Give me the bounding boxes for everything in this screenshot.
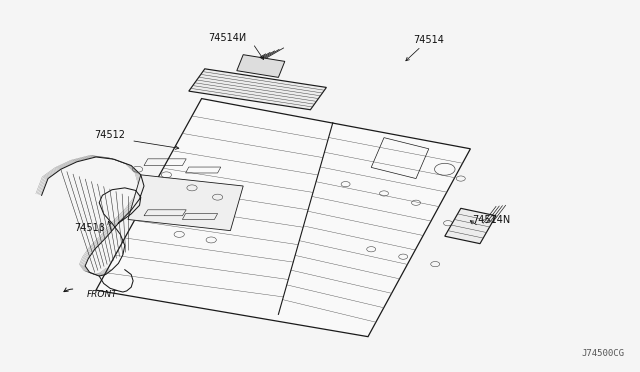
Text: J74500CG: J74500CG (581, 349, 624, 358)
Text: FRONT: FRONT (86, 291, 117, 299)
Text: 74514N: 74514N (472, 215, 511, 225)
Text: 7451β: 7451β (75, 222, 106, 232)
Polygon shape (237, 55, 285, 77)
Polygon shape (96, 99, 470, 337)
Polygon shape (445, 208, 496, 244)
Text: 74514И: 74514И (208, 33, 246, 43)
Text: 74512: 74512 (94, 129, 125, 140)
Text: 74514: 74514 (413, 35, 444, 45)
Polygon shape (189, 69, 326, 110)
Polygon shape (128, 175, 243, 231)
